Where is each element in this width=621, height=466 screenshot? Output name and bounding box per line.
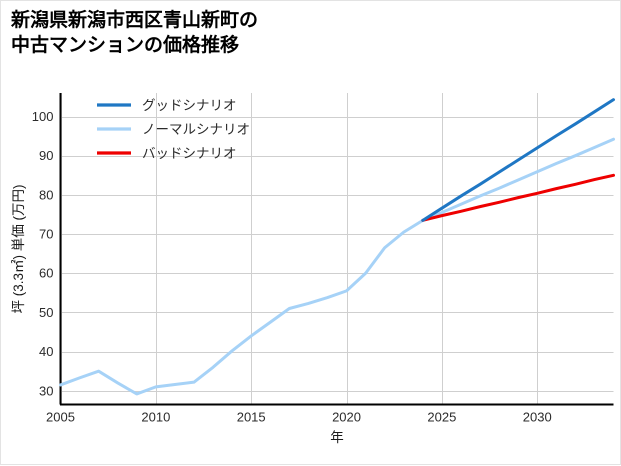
x-axis-title: 年 xyxy=(330,430,344,445)
y-tick-label: 60 xyxy=(39,266,53,281)
y-tick-label: 30 xyxy=(39,383,53,398)
y-tick-label: 90 xyxy=(39,148,53,163)
series-line xyxy=(421,173,615,222)
x-tick-label: 2005 xyxy=(46,410,75,425)
y-tick-label: 80 xyxy=(39,187,53,202)
x-tick-label: 2025 xyxy=(427,410,456,425)
x-tick-label: 2015 xyxy=(237,410,266,425)
y-axis-title: 坪 (3.3㎡) 単価 (万円) xyxy=(11,184,26,313)
legend-label: ノーマルシナリオ xyxy=(142,122,250,137)
x-axis-tick-labels: 2005 2010 2015 2020 2025 2030 xyxy=(46,410,552,425)
y-tick-label: 40 xyxy=(39,344,53,359)
series-line xyxy=(421,98,615,222)
chart-title: 新潟県新潟市西区青山新町の 中古マンションの価格推移 xyxy=(11,10,259,56)
x-tick-label: 2020 xyxy=(332,410,361,425)
legend-label: バッドシナリオ xyxy=(142,146,237,161)
legend-label: グッドシナリオ xyxy=(142,98,237,113)
y-tick-label: 70 xyxy=(39,227,53,242)
x-tick-label: 2030 xyxy=(523,410,552,425)
gridlines-group xyxy=(60,93,614,405)
y-axis-tick-labels: 30 40 50 60 70 80 90 100 xyxy=(32,109,54,398)
x-tick-label: 2010 xyxy=(141,410,170,425)
y-tick-label: 50 xyxy=(39,305,53,320)
data-series-group xyxy=(59,98,615,396)
series-line xyxy=(59,137,615,396)
y-tick-label: 100 xyxy=(32,109,54,124)
